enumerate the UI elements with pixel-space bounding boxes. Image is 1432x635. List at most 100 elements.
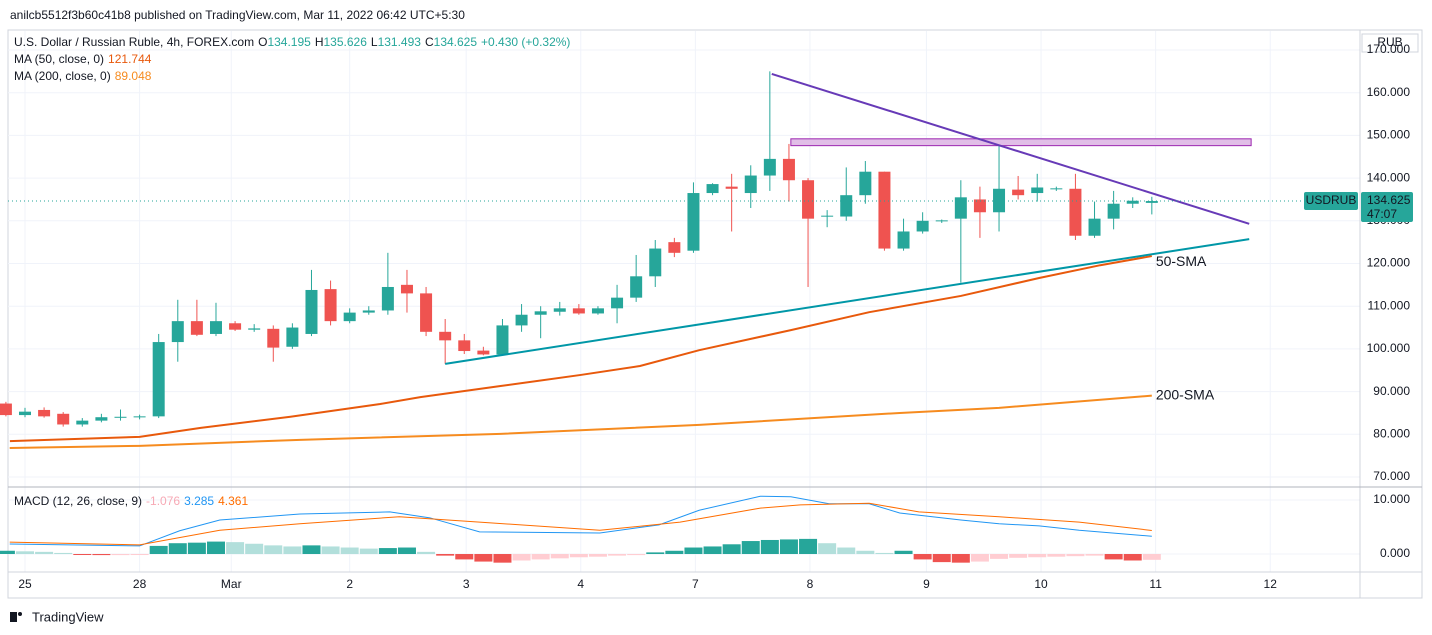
macd-histogram-bar — [264, 545, 283, 555]
candle-body — [362, 310, 375, 313]
y-tick-label: 70.000 — [1373, 469, 1410, 483]
macd-histogram-bar — [684, 547, 703, 555]
macd-histogram-bar — [990, 554, 1009, 559]
macd-histogram-bar — [588, 554, 607, 557]
macd-histogram-bar — [168, 543, 187, 555]
macd-histogram-bar — [722, 544, 741, 555]
candle-body — [76, 420, 89, 425]
candle-body — [859, 171, 872, 196]
candle-body — [343, 312, 356, 322]
candle-body — [706, 184, 719, 194]
macd-histogram-bar — [0, 550, 15, 555]
y-tick-label: 140.000 — [1367, 170, 1411, 184]
ohlc-value: 134.625 — [433, 35, 478, 49]
candle-body — [1050, 188, 1063, 190]
macd-line — [9, 495, 1152, 547]
candle-body — [935, 220, 948, 222]
macd-histogram-bar — [875, 552, 894, 555]
macd-histogram-bar — [913, 554, 932, 560]
legend-ma200: MA (200, close, 0) 89.048 — [14, 69, 155, 83]
y-tick-label: 110.000 — [1368, 298, 1411, 312]
candle-body — [171, 321, 184, 343]
macd-histogram-bar — [608, 554, 627, 556]
candle-body — [38, 409, 51, 417]
legend-ma50: MA (50, close, 0) 121.744 — [14, 52, 155, 66]
logo-icon — [10, 612, 17, 622]
candle-body — [954, 197, 967, 219]
annotation: 200-SMA — [1156, 386, 1215, 402]
price-tag-value: 134.625 — [1367, 193, 1411, 207]
candle-body — [973, 199, 986, 213]
candle-body — [591, 308, 604, 314]
macd-histogram-bar — [837, 547, 856, 555]
ma-name: MA (50, close, 0) — [14, 52, 105, 66]
macd-histogram-bar — [932, 554, 951, 563]
candle-body — [1126, 200, 1139, 204]
candle-body — [1145, 201, 1158, 203]
macd-histogram-bar — [512, 554, 531, 561]
macd-histogram-bar — [550, 554, 569, 559]
x-tick-label: 28 — [133, 577, 147, 591]
legend-title: U.S. Dollar / Russian Ruble, 4h, FOREX.c… — [14, 35, 255, 49]
candle-body — [802, 180, 815, 219]
macd-histogram-bar — [531, 554, 550, 560]
candle-body — [0, 403, 12, 416]
macd-histogram-bar — [1104, 554, 1123, 560]
candle-body — [897, 231, 910, 249]
x-tick-label: 10 — [1034, 577, 1048, 591]
candle-body — [611, 297, 624, 309]
macd-histogram-bar — [665, 550, 684, 555]
ohlc-prefix: H — [314, 35, 324, 49]
macd-histogram-bar — [1085, 554, 1104, 556]
currency-box — [1361, 33, 1419, 53]
ma-value: 121.744 — [108, 52, 152, 66]
y-tick-label: 170.000 — [1367, 42, 1411, 56]
candle-body — [916, 220, 929, 232]
candle-body — [381, 286, 394, 311]
candle-body — [324, 289, 337, 322]
candle-body — [649, 248, 662, 277]
candle-body — [515, 314, 528, 326]
candle-body — [229, 323, 242, 330]
candle-body — [821, 215, 834, 217]
candle-body — [248, 328, 261, 330]
macd-histogram-bar — [474, 554, 493, 562]
logo: TradingView — [10, 609, 104, 624]
histogram-value: -1.076 — [146, 494, 181, 508]
macd-histogram-bar — [856, 550, 875, 555]
candle-body — [152, 342, 165, 417]
price-tag — [1361, 192, 1413, 223]
macd-histogram-bar — [378, 548, 397, 555]
symbol-name: USDRUB — [1306, 193, 1357, 207]
candle-body — [420, 293, 433, 332]
macd-histogram-bar — [397, 547, 416, 555]
logo-icon — [18, 612, 22, 616]
frame — [7, 29, 1423, 599]
candle-body — [267, 328, 280, 348]
macd-histogram-bar — [1142, 554, 1161, 560]
macd-histogram-bar — [92, 554, 111, 556]
candle-body — [190, 321, 203, 335]
moving-average — [9, 394, 1152, 449]
candle-body — [878, 171, 891, 249]
macd-histogram-bar — [436, 554, 455, 556]
macd-histogram-bar — [15, 551, 34, 555]
candle-body — [553, 308, 566, 312]
x-tick-label: 25 — [18, 577, 32, 591]
macd-histogram-bar — [779, 539, 798, 555]
macd-histogram-bar — [340, 547, 359, 555]
macd-histogram-bar — [226, 542, 245, 555]
macd-histogram-bar — [760, 539, 779, 555]
macd-histogram-bar — [818, 543, 837, 555]
macd-histogram-bar — [283, 546, 302, 555]
macd-histogram-bar — [54, 552, 73, 555]
ma-name: MA (200, close, 0) — [14, 69, 111, 83]
candle-body — [1069, 188, 1082, 236]
candle-body — [305, 289, 318, 334]
candle-body — [114, 416, 127, 418]
candle-body — [840, 195, 853, 217]
x-tick-label: 9 — [923, 577, 930, 591]
macd-histogram-bar — [149, 545, 168, 555]
macd-histogram-bar — [302, 545, 321, 555]
